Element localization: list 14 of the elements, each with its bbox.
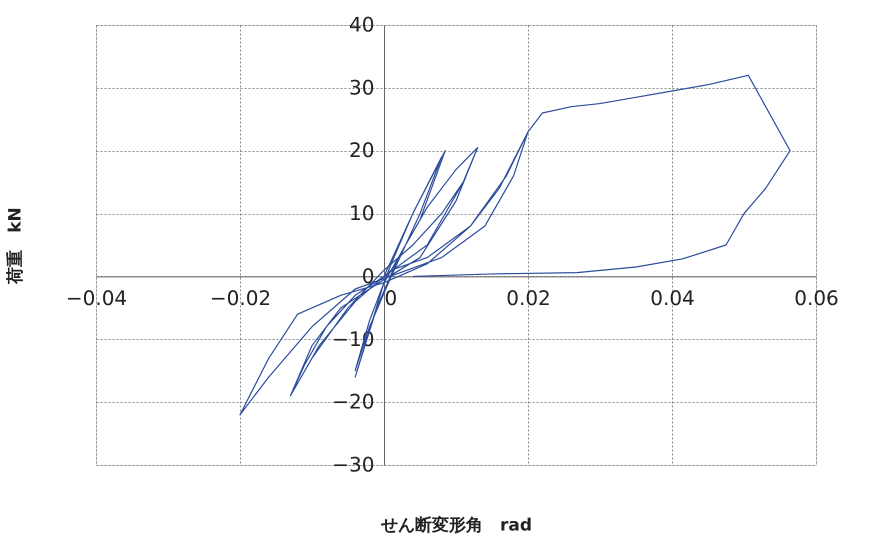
- y-tick-label: 20: [349, 138, 374, 162]
- x-tick-label: −0.04: [66, 286, 128, 310]
- y-tick-label: −30: [332, 452, 374, 476]
- x-tick-label: −0.02: [210, 286, 272, 310]
- y-tick-label: 10: [349, 201, 374, 226]
- x-axis-title: せん断変形角 rad: [380, 516, 532, 536]
- y-axis-title: 荷重 kN: [5, 207, 26, 285]
- x-tick-label: 0: [384, 286, 398, 310]
- y-tick-label: 40: [349, 12, 374, 36]
- x-tick-label: 0.06: [794, 286, 839, 310]
- y-tick-label: 30: [349, 75, 374, 100]
- y-tick-label: −20: [332, 390, 374, 414]
- x-tick-label: 0.04: [650, 286, 695, 310]
- x-tick-label: 0.02: [506, 286, 551, 310]
